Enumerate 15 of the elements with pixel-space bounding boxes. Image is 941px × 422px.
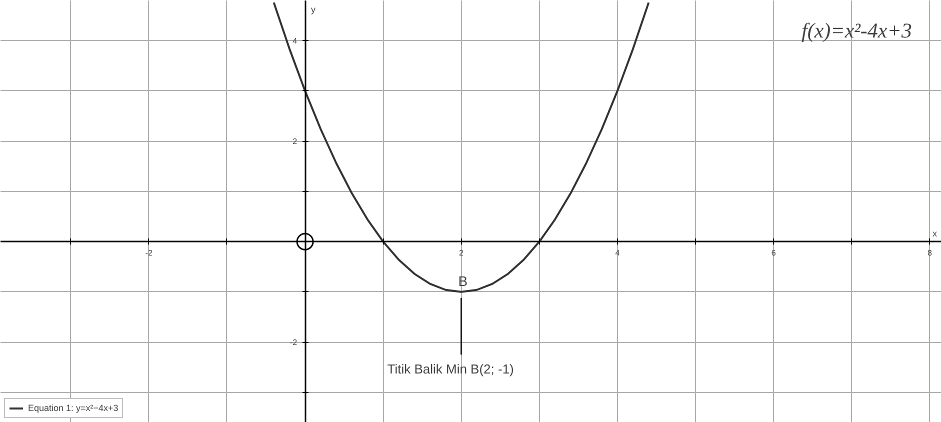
annotation: B: [458, 272, 468, 289]
x-axis-title: x: [932, 228, 938, 239]
text: f(x)=x²-4x+3: [802, 18, 912, 42]
x-tick-label: 6: [771, 248, 776, 258]
line-series: [272, 2, 650, 293]
x-tick-label: 8: [928, 248, 933, 258]
x-tick-label: 4: [615, 248, 620, 258]
y-axis-title: y: [311, 4, 316, 14]
x-tick-label: 2: [459, 248, 464, 258]
legend-label: Equation 1: y=x²−4x+3: [28, 403, 118, 413]
x-tick-label: -2: [145, 248, 153, 258]
y-tick-label: -2: [290, 338, 298, 348]
y-tick-label: 2: [292, 137, 298, 146]
annotation: Titik Balik Min B(2; -1): [387, 362, 514, 377]
y-tick-label: 4: [292, 36, 298, 46]
